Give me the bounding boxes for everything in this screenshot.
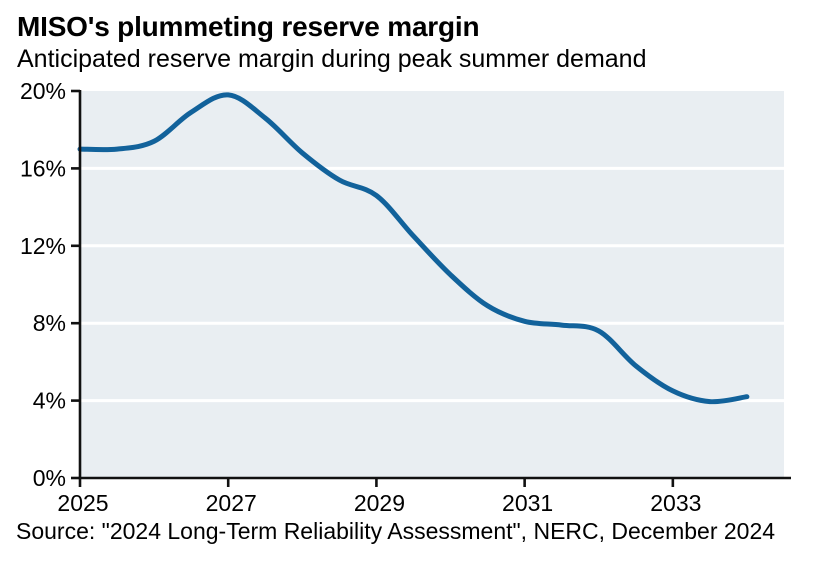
chart-subtitle: Anticipated reserve margin during peak s… [17,45,647,74]
x-tick-label: 2033 [650,490,701,514]
y-tick-label: 16% [20,155,66,181]
x-tick-label: 2029 [354,490,405,514]
x-tick-label: 2027 [206,490,257,514]
y-tick-label: 20% [20,78,66,104]
source-attribution: Source: "2024 Long-Term Reliability Asse… [16,517,776,544]
x-tick-label: 2025 [57,490,108,514]
x-tick-label: 2031 [502,490,553,514]
plot-area [80,90,784,478]
chart-title: MISO's plummeting reserve margin [17,11,480,42]
y-tick-label: 0% [33,465,66,491]
series-line [77,92,750,405]
reserve-margin-line-chart: 0% 4% 8% 12% 16% 20% 2025 2027 2029 2031 2033 [20,78,791,514]
y-tick-label: 8% [33,310,66,336]
y-tick-label: 4% [33,388,66,414]
y-tick-label: 12% [20,233,66,259]
